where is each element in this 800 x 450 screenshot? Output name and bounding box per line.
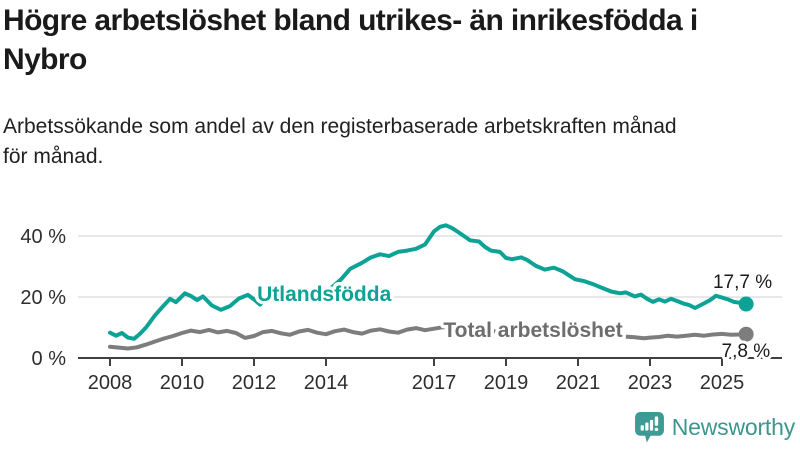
newsworthy-logo[interactable]: Newsworthy (634, 411, 795, 444)
series-end-dot-utlandsfodda (738, 296, 754, 312)
series-end-value-total-arbetsloshet: 7,8 % (722, 341, 771, 362)
page-title: Högre arbetslöshet bland utrikes- än inr… (3, 4, 698, 76)
x-tick-label: 2014 (304, 372, 349, 394)
x-tick-label: 2023 (628, 372, 673, 394)
y-tick-label: 40 % (20, 226, 66, 248)
series-end-value-utlandsfodda: 17,7 % (713, 272, 772, 293)
series-label-total-arbetsloshet: Total arbetslöshet (443, 319, 622, 342)
page-subtitle: Arbetssökande som andel av den registerb… (3, 115, 677, 168)
series-label-utlandsfodda: Utlandsfödda (257, 283, 391, 306)
x-tick-label: 2017 (412, 372, 457, 394)
x-tick-label: 2025 (700, 372, 745, 394)
x-tick-label: 2019 (484, 372, 529, 394)
x-tick-label: 2008 (88, 372, 133, 394)
series-end-dot-total-arbetsloshet (738, 326, 754, 342)
series-line-total-arbetsloshet (108, 325, 749, 351)
x-tick-label: 2012 (232, 372, 277, 394)
x-tick-label: 2021 (556, 372, 601, 394)
series-line-utlandsfodda (108, 223, 749, 341)
y-tick-label: 20 % (20, 287, 66, 309)
y-tick-label: 0 % (32, 348, 67, 370)
newsworthy-wordmark: Newsworthy (671, 414, 795, 440)
x-tick-label: 2010 (160, 372, 205, 394)
newsworthy-bar-chart-bubble-icon (634, 412, 664, 443)
